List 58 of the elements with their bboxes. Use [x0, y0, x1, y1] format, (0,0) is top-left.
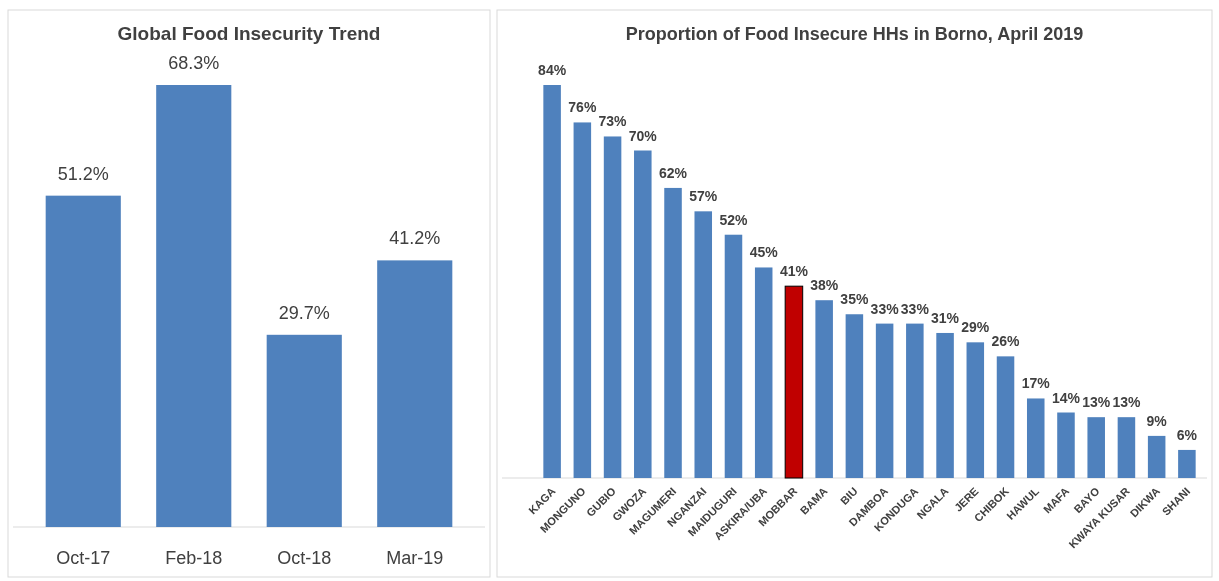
bar [1147, 435, 1166, 478]
bar [966, 342, 985, 478]
bar [936, 332, 954, 478]
bar [156, 85, 232, 527]
bar [266, 334, 342, 527]
data-label: 17% [1021, 375, 1051, 392]
bar [724, 234, 743, 478]
data-label: 13% [1112, 394, 1141, 411]
bar [543, 85, 561, 478]
data-label: 68.3% [168, 53, 220, 73]
x-tick-label: Oct-17 [56, 548, 111, 568]
x-tick-label: Oct-18 [277, 548, 332, 568]
chart-title: Global Food Insecurity Trend [117, 23, 381, 44]
data-label: 70% [628, 127, 658, 144]
bar [996, 356, 1015, 478]
bar [603, 136, 622, 478]
data-label: 35% [840, 291, 869, 308]
bar [634, 150, 652, 478]
data-label: 41.2% [389, 228, 441, 249]
bar [573, 122, 592, 478]
data-label: 31% [931, 309, 960, 326]
data-label: 9% [1146, 412, 1168, 429]
bar [784, 285, 804, 479]
data-label: 84% [538, 62, 567, 78]
data-label: 51.2% [57, 163, 109, 184]
data-label: 14% [1051, 389, 1081, 406]
data-label: 33% [870, 300, 900, 317]
x-tick-label: Mar-19 [386, 548, 444, 568]
bar [1178, 449, 1196, 478]
data-label: 29.7% [278, 302, 330, 323]
bar [664, 187, 682, 478]
bar [754, 267, 773, 478]
bar [845, 314, 864, 478]
bar [875, 323, 894, 478]
data-label: 26% [991, 333, 1021, 350]
data-label: 52% [719, 211, 749, 228]
x-tick-label: Feb-18 [165, 548, 223, 568]
data-label: 33% [900, 300, 930, 317]
data-label: 13% [1082, 394, 1111, 411]
data-label: 62% [659, 164, 688, 181]
data-label: 29% [961, 319, 990, 336]
data-label: 76% [568, 99, 597, 116]
data-label: 41% [779, 263, 809, 280]
bar [1087, 417, 1105, 478]
bar [45, 195, 121, 527]
bar [1117, 417, 1136, 478]
bar [1026, 398, 1045, 478]
bar [377, 260, 453, 527]
chart-title: Proportion of Food Insecure HHs in Borno, April 2019 [625, 24, 1084, 44]
data-label: 57% [689, 188, 718, 205]
data-label: 38% [810, 277, 839, 294]
bar [1057, 412, 1075, 478]
bar [906, 323, 924, 478]
bar [694, 211, 713, 478]
bar [815, 300, 833, 478]
data-label: 45% [749, 244, 779, 261]
data-label: 73% [598, 113, 628, 130]
data-label: 6% [1176, 426, 1198, 443]
